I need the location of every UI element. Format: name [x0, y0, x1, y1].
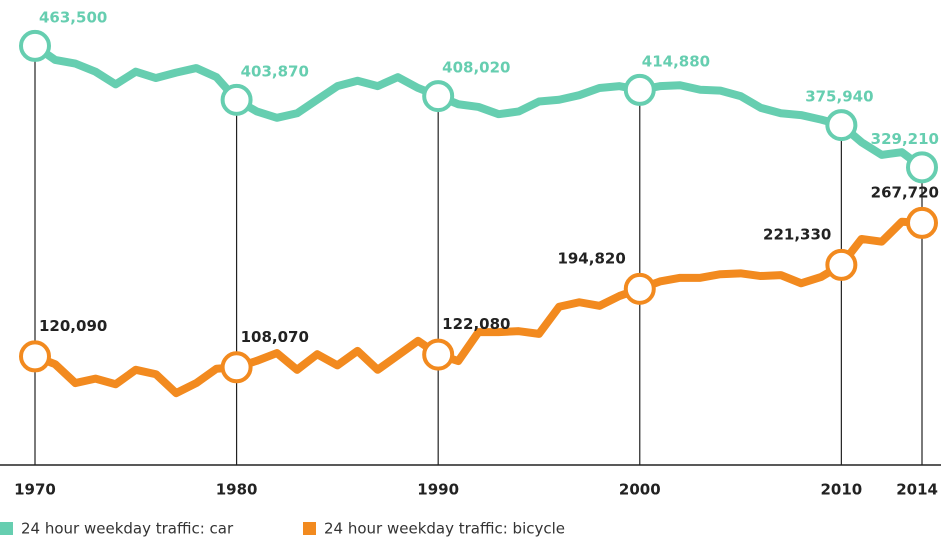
value-label: 408,020: [442, 59, 510, 77]
point-marker: [220, 351, 253, 384]
x-tick-label: 1980: [216, 481, 258, 499]
x-tick-label: 2010: [820, 481, 862, 499]
labels: 463,500 403,870 408,020 414,880 375,940 329,2…: [39, 8, 939, 345]
value-label: 329,210: [871, 130, 939, 148]
point-marker: [19, 340, 51, 373]
legend-swatch: [303, 522, 316, 535]
legend-label: 24 hour weekday traffic: car: [21, 520, 234, 538]
x-tick-label: 1970: [14, 481, 56, 499]
value-label: 463,500: [39, 8, 107, 26]
markers: [19, 29, 938, 384]
lines: [32, 42, 925, 398]
value-label: 194,820: [557, 249, 625, 267]
point-marker: [422, 338, 455, 371]
point-marker: [623, 272, 656, 305]
legend: 24 hour weekday traffic: car 24 hour week…: [0, 520, 565, 538]
series-line: [32, 42, 925, 171]
x-tick-label: 1990: [417, 481, 459, 499]
x-tick-label: 2014: [896, 481, 938, 499]
value-label: 403,870: [241, 62, 309, 80]
point-marker: [422, 80, 455, 113]
value-label: 120,090: [39, 317, 107, 335]
x-tick-label: 2000: [619, 481, 661, 499]
point-marker: [825, 248, 858, 281]
value-label: 267,720: [871, 183, 939, 201]
value-label: 108,070: [241, 328, 309, 346]
legend-swatch: [0, 522, 13, 535]
point-marker: [825, 109, 858, 142]
legend-label: 24 hour weekday traffic: bicycle: [324, 520, 565, 538]
x-ticks: 1970 1980 1990 2000 2010 2014: [0, 45, 941, 499]
value-label: 375,940: [805, 88, 873, 106]
point-marker: [906, 151, 938, 184]
point-marker: [623, 73, 656, 106]
point-marker: [220, 83, 253, 116]
value-label: 221,330: [763, 225, 831, 243]
point-marker: [906, 206, 938, 239]
point-marker: [19, 29, 51, 62]
value-label: 414,880: [642, 52, 710, 70]
value-label: 122,080: [442, 315, 510, 333]
series-line: [33, 217, 923, 398]
